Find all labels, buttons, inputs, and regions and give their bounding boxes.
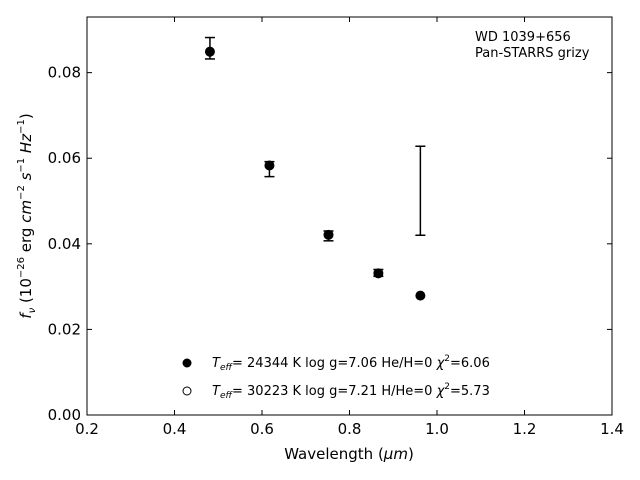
x-tick-label: 0.8 — [338, 420, 362, 438]
data-point — [204, 46, 215, 57]
legend-teff-symbol: T — [212, 356, 221, 371]
y-tick-label: 0.08 — [48, 64, 81, 82]
legend-chi-symbol: χ — [436, 356, 446, 371]
y-tick-label: 0.04 — [48, 235, 81, 253]
legend-chi-sup: 2 — [444, 354, 450, 364]
legend-entry-filled: Teff= 24344 K log g=7.06 He/H=0 χ2=6.06 — [212, 354, 490, 373]
x-tick-label: 1.2 — [513, 420, 537, 438]
y-tick-label: 0.02 — [48, 320, 81, 338]
x-tick-label: 0.4 — [163, 420, 187, 438]
x-axis-label: Wavelength (μm) — [284, 445, 414, 463]
axis-ticks: 0.2 0.4 0.6 0.8 1.0 1.2 1.4 0.00 0.02 0.04 0.06 0.0… — [48, 17, 624, 438]
x-tick-label: 0.6 — [250, 420, 274, 438]
legend-entry-open: Teff= 30223 K log g=7.21 H/He=0 χ2=5.73 — [212, 382, 490, 401]
data-point — [264, 160, 275, 171]
legend-marker-filled — [182, 358, 192, 368]
data-points — [204, 36, 426, 301]
legend-chi-sup: 2 — [444, 382, 450, 392]
legend-params: = 24344 K log g=7.06 He/H=0 — [232, 356, 437, 371]
legend-teff-sub: eff — [220, 391, 234, 401]
x-tick-label: 0.2 — [75, 420, 99, 438]
x-tick-label: 1.0 — [425, 420, 449, 438]
legend-chi-value: =5.73 — [450, 384, 490, 399]
legend-teff-sub: eff — [220, 363, 234, 373]
legend-chi-symbol: χ — [436, 384, 446, 399]
y-axis-label: fν (10−26 erg cm−2 s−1 Hz−1) — [16, 113, 38, 318]
legend-chi-value: =6.06 — [450, 356, 490, 371]
annotation-object: WD 1039+656 — [475, 30, 571, 45]
lone-errorbar — [415, 145, 426, 237]
data-point — [415, 290, 426, 301]
data-point — [323, 229, 334, 240]
y-tick-label: 0.06 — [48, 149, 81, 167]
legend-teff-symbol: T — [212, 384, 221, 399]
y-tick-label: 0.00 — [48, 406, 81, 424]
annotation-survey: Pan-STARRS grizy — [475, 46, 590, 61]
legend-marker-open — [182, 386, 192, 396]
legend-params: = 30223 K log g=7.21 H/He=0 — [232, 384, 437, 399]
x-tick-label: 1.4 — [600, 420, 624, 438]
data-point — [373, 268, 384, 279]
